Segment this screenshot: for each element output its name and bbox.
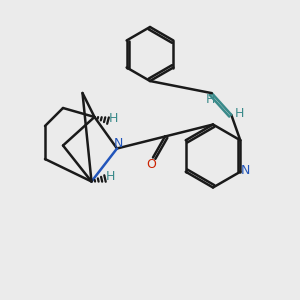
Text: H: H bbox=[206, 93, 215, 106]
Text: H: H bbox=[105, 170, 115, 184]
Text: H: H bbox=[108, 112, 118, 125]
Text: N: N bbox=[114, 136, 123, 150]
Text: H: H bbox=[235, 107, 244, 120]
Text: N: N bbox=[241, 164, 250, 177]
Text: O: O bbox=[147, 158, 156, 171]
